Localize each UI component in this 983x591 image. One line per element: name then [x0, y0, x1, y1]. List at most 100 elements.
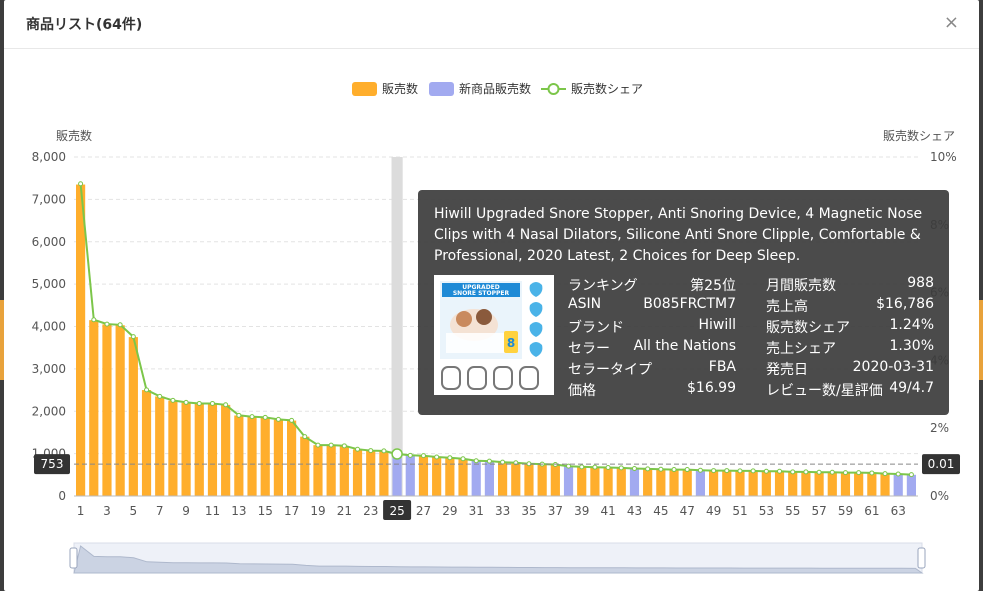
share-point	[856, 470, 862, 476]
share-point	[803, 469, 809, 475]
image-line2: SNORE STOPPER	[453, 290, 510, 297]
x-tick-label: 23	[363, 504, 378, 518]
bar	[669, 469, 679, 496]
share-point	[842, 470, 848, 476]
tooltip-row-key: 売上高	[766, 299, 808, 315]
tooltip-row-key: 販売数シェア	[766, 320, 850, 336]
share-point	[684, 467, 690, 473]
tooltip-row: 価格 $16.99	[568, 380, 736, 400]
tooltip-row-value: Hiwill	[698, 317, 736, 333]
share-point	[209, 400, 215, 406]
bar	[854, 472, 864, 496]
tooltip-row-value: 1.30%	[889, 338, 934, 354]
image-line1: UPGRADED	[462, 284, 500, 291]
bar	[366, 450, 376, 496]
bar	[695, 470, 705, 496]
share-point	[447, 455, 453, 461]
tooltip-row-value: 49/4.7	[889, 380, 934, 396]
share-line	[79, 183, 912, 476]
bar	[181, 402, 191, 496]
tooltip-row: 発売日 2020-03-31	[766, 359, 934, 379]
x-tick-label: 45	[653, 504, 668, 518]
share-point	[697, 467, 703, 473]
tooltip-row-value: $16,786	[876, 296, 934, 312]
zoom-handle-left[interactable]	[69, 547, 78, 569]
bar	[221, 404, 231, 496]
share-point	[908, 472, 914, 478]
x-tick-label: 31	[469, 504, 484, 518]
share-point	[631, 466, 637, 472]
bar	[300, 436, 310, 496]
bar	[102, 324, 112, 496]
left-tick-label: 0	[58, 489, 66, 503]
reference-label-right-bg	[922, 454, 960, 475]
share-point	[566, 463, 572, 469]
legend-label: 新商品販売数	[459, 81, 531, 96]
share-point	[407, 452, 413, 458]
bar	[260, 417, 270, 496]
right-tick-label: 10%	[930, 150, 957, 164]
bar	[128, 337, 138, 496]
share-point	[355, 446, 361, 452]
x-tick-label: 15	[258, 504, 273, 518]
bar	[155, 396, 165, 496]
bar	[577, 466, 587, 496]
x-tick-label: 59	[838, 504, 853, 518]
bar	[234, 415, 244, 496]
share-point	[434, 454, 440, 460]
share-point	[262, 414, 268, 420]
x-tick-label: 7	[156, 504, 164, 518]
x-tick-label: 17	[284, 504, 299, 518]
x-tick-label: 49	[706, 504, 721, 518]
x-tick-label: 39	[574, 504, 589, 518]
tooltip-row: 売上シェア 1.30%	[766, 338, 934, 358]
tooltip-row-key: 発売日	[766, 362, 808, 378]
zoom-slider-preview	[73, 545, 924, 574]
product-list-modal: 商品リスト(64件) × 販売数 新商品販売数 販売数シェア 販売数 販売数シェア 0 1,…	[4, 0, 979, 591]
share-point	[737, 468, 743, 474]
bar	[89, 320, 99, 496]
share-point	[341, 443, 347, 449]
tooltip-row-value: 2020-03-31	[852, 359, 934, 375]
share-point	[500, 459, 506, 465]
x-tick-label: 51	[732, 504, 747, 518]
bar	[115, 325, 125, 496]
bar	[313, 445, 323, 496]
bar	[801, 471, 811, 496]
x-tick-label: 61	[864, 504, 879, 518]
bar	[405, 455, 415, 496]
bar	[141, 390, 152, 496]
share-point	[711, 468, 717, 474]
share-point	[882, 471, 888, 477]
bar	[788, 471, 798, 496]
close-button[interactable]: ×	[943, 12, 959, 33]
zoom-handle-right[interactable]	[917, 547, 926, 569]
legend-label: 販売数シェア	[571, 81, 643, 96]
x-tick-label: 37	[548, 504, 563, 518]
bar	[814, 472, 824, 496]
share-point	[645, 466, 651, 472]
bar	[287, 420, 297, 496]
tooltip-row-value: FBA	[708, 359, 736, 375]
x-tick-label: 5	[130, 504, 138, 518]
share-point	[130, 334, 136, 340]
bar	[194, 403, 204, 496]
share-point	[183, 399, 189, 405]
legend-swatch	[352, 82, 377, 96]
left-tick-label: 8,000	[32, 150, 66, 164]
share-point	[816, 469, 822, 475]
bar	[616, 468, 626, 496]
bar	[774, 471, 785, 496]
tooltip-row: セラー All the Nations	[568, 338, 736, 358]
bar	[458, 458, 468, 496]
tooltip-row: レビュー数/星評価 49/4.7	[766, 380, 934, 400]
right-tick-label: 0%	[930, 489, 949, 503]
share-point	[750, 468, 756, 474]
bar	[893, 473, 903, 496]
x-tick-label: 25	[389, 504, 404, 518]
bar	[432, 457, 442, 496]
product-image-art: UPGRADED SNORE STOPPER 8	[434, 275, 554, 395]
left-tick-label: 7,000	[32, 192, 66, 206]
share-point	[196, 400, 202, 406]
